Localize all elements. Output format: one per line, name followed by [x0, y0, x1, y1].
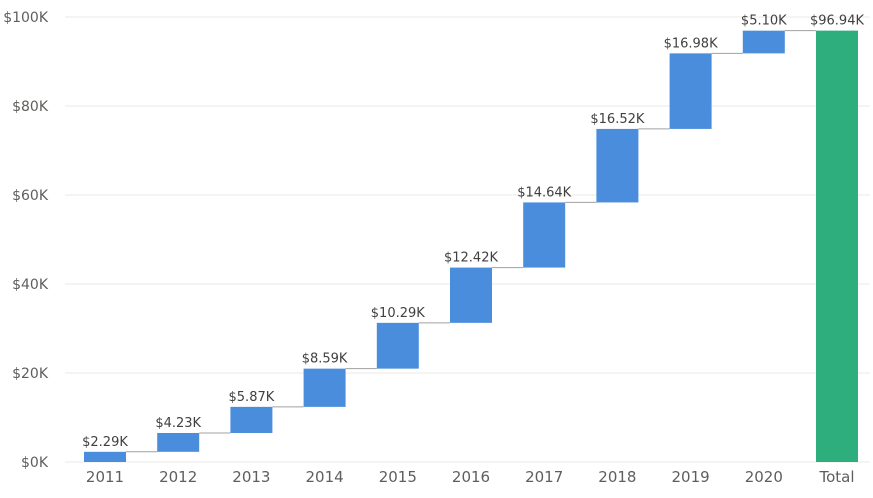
x-tick-label: 2013 — [232, 468, 270, 486]
bar-2014 — [303, 368, 346, 407]
data-label: $5.10K — [741, 14, 787, 29]
x-tick-label: 2015 — [379, 468, 417, 486]
bar-2016 — [450, 267, 492, 323]
bar-2011 — [84, 451, 126, 462]
bar-2019 — [669, 53, 712, 129]
data-label: $5.87K — [229, 390, 275, 405]
x-tick-label-total: Total — [818, 468, 854, 486]
bar-2017 — [523, 202, 566, 268]
data-label: $2.29K — [82, 435, 128, 450]
y-tick-label: $0K — [21, 455, 49, 471]
bar-2018 — [596, 128, 639, 203]
x-tick-label: 2014 — [306, 468, 344, 486]
x-tick-label: 2018 — [598, 468, 636, 486]
bar-2012 — [157, 432, 200, 452]
x-tick-label: 2019 — [672, 468, 710, 486]
x-tick-label: 2017 — [525, 468, 563, 486]
bar-2020 — [742, 30, 785, 54]
bar-total — [816, 30, 858, 462]
y-tick-label: $20K — [12, 366, 49, 382]
y-axis-ticks: $0K $20K $40K $60K $80K $100K — [3, 10, 49, 471]
y-tick-label: $80K — [12, 99, 49, 115]
gridlines — [65, 16, 870, 463]
y-tick-label: $40K — [12, 277, 49, 293]
data-label: $16.52K — [590, 112, 644, 127]
data-label-total: $96.94K — [810, 14, 864, 29]
connector-lines — [126, 30, 816, 453]
data-label: $10.29K — [371, 306, 425, 321]
x-tick-label: 2020 — [745, 468, 783, 486]
y-tick-label: $100K — [3, 10, 49, 26]
x-axis-ticks: 2011 2012 2013 2014 2015 2016 2017 2018 2019 2020… — [86, 468, 855, 486]
bars — [84, 30, 858, 462]
y-tick-label: $60K — [12, 188, 49, 204]
x-tick-label: 2011 — [86, 468, 124, 486]
data-label: $14.64K — [517, 185, 571, 200]
bar-2015 — [376, 322, 419, 369]
data-label: $16.98K — [664, 36, 718, 51]
data-label: $12.42K — [444, 251, 498, 266]
data-label: $8.59K — [302, 352, 348, 367]
bar-2013 — [230, 406, 273, 433]
data-labels: $2.29K $4.23K $5.87K $8.59K $10.29K $12.42K $1… — [82, 14, 864, 450]
x-tick-label: 2012 — [159, 468, 197, 486]
x-tick-label: 2016 — [452, 468, 490, 486]
data-label: $4.23K — [155, 416, 201, 431]
